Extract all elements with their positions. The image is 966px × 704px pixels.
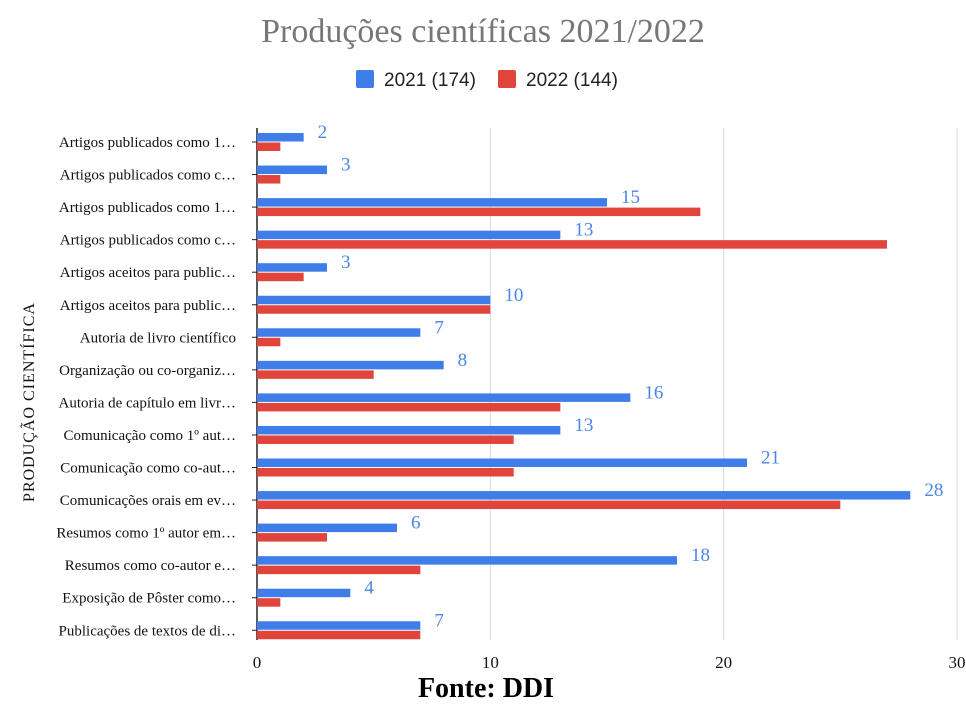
category-label: Artigos publicados como c… (60, 168, 236, 184)
y-axis-title: PRODUÇÃO CIENTÍFICA (19, 302, 38, 502)
bar-2022 (257, 500, 841, 510)
bar-2022 (257, 565, 421, 575)
bar-2022 (257, 598, 281, 607)
bars (257, 133, 911, 640)
data-label: 13 (574, 220, 593, 241)
data-label: 28 (924, 480, 943, 501)
data-label: 15 (621, 187, 640, 208)
bar-2022 (257, 435, 514, 444)
bar-2022 (257, 402, 561, 412)
legend-swatch-2022 (498, 70, 516, 88)
bar-2021 (257, 491, 911, 500)
data-label: 13 (574, 415, 593, 436)
category-label: Autoria de capítulo em livr… (59, 395, 236, 411)
legend: 2021 (174) 2022 (144) (356, 70, 618, 91)
category-label: Artigos publicados como 1… (59, 135, 236, 151)
data-label: 16 (644, 382, 663, 403)
category-label: Comunicações orais em ev… (60, 493, 236, 509)
category-label: Comunicação como 1º aut… (63, 428, 236, 444)
bar-2022 (257, 272, 304, 282)
category-label: Artigos aceitos para public… (60, 265, 236, 281)
bar-2021 (257, 263, 327, 272)
chart-title: Produções científicas 2021/2022 (261, 13, 705, 50)
data-label: 10 (504, 285, 523, 306)
bar-2021 (257, 588, 351, 598)
category-label: Artigos aceitos para public… (60, 298, 236, 314)
x-axis-ticks: 0 10 20 30 (253, 653, 966, 672)
bar-2021 (257, 360, 444, 370)
category-label: Resumos como co-autor e… (65, 558, 236, 574)
data-label: 7 (434, 317, 444, 338)
legend-label-2021: 2021 (174) (384, 70, 476, 91)
bar-2022 (257, 142, 281, 151)
bar-2021 (257, 458, 747, 467)
data-label: 8 (458, 350, 468, 371)
category-label: Publicações de textos de di… (59, 623, 236, 639)
legend-label-2022: 2022 (144) (526, 70, 618, 91)
x-tick-label: 30 (949, 653, 966, 672)
x-tick-label: 10 (482, 653, 499, 672)
bar-2021 (257, 198, 607, 207)
legend-swatch-2021 (356, 70, 374, 88)
bar-2022 (257, 533, 327, 542)
data-label: 6 (411, 513, 421, 534)
category-label: Autoria de livro científico (80, 330, 236, 346)
category-label: Artigos publicados como c… (60, 233, 236, 249)
data-label: 3 (341, 252, 351, 273)
x-tick-label: 20 (715, 653, 732, 672)
category-label: Organização ou co-organiz… (59, 363, 236, 379)
bar-2021 (257, 230, 561, 240)
bar-2021 (257, 556, 677, 565)
bar-2021 (257, 295, 491, 305)
bar-2021 (257, 523, 397, 533)
bar-2021 (257, 133, 304, 142)
bar-2022 (257, 337, 281, 347)
category-label: Exposição de Pôster como… (62, 591, 236, 607)
data-label: 21 (761, 448, 780, 469)
data-label: 3 (341, 155, 351, 176)
bar-2022 (257, 207, 701, 217)
bar-2021 (257, 621, 421, 630)
category-label: Artigos publicados como 1… (59, 200, 236, 216)
data-label: 2 (318, 122, 328, 143)
source-caption: Fonte: DDI (418, 673, 554, 704)
data-label: 18 (691, 545, 710, 566)
bar-2021 (257, 328, 421, 337)
bar-2021 (257, 425, 561, 435)
bar-2022 (257, 305, 491, 314)
bar-2022 (257, 240, 887, 249)
x-tick-label: 0 (253, 653, 262, 672)
category-label: Resumos como 1º autor em… (56, 526, 236, 542)
bar-2022 (257, 370, 374, 379)
bar-2021 (257, 393, 631, 402)
bar-2021 (257, 165, 327, 175)
bar-2022 (257, 468, 514, 477)
category-labels: Artigos publicados como 1… Artigos public… (56, 135, 257, 639)
data-label: 4 (364, 578, 374, 599)
data-label: 7 (434, 610, 444, 631)
bar-2022 (257, 630, 421, 640)
category-label: Comunicação como co-aut… (60, 461, 236, 477)
bar-2022 (257, 175, 281, 184)
